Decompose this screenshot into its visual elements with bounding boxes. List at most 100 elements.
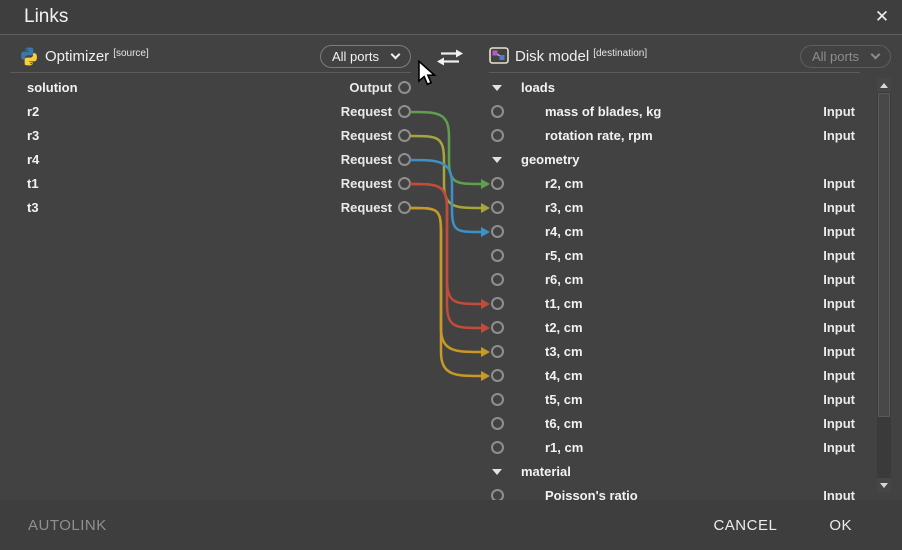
- destination-panel-tag: [destination]: [593, 48, 648, 59]
- destination-item-row: rotation rate, rpm Input: [480, 124, 877, 148]
- destination-item-row: r1, cm Input: [480, 436, 877, 460]
- source-item-label: r2: [27, 104, 40, 119]
- collapse-triangle-icon[interactable]: [492, 85, 502, 91]
- destination-item-row: r4, cm Input: [480, 220, 877, 244]
- collapse-triangle-icon[interactable]: [492, 469, 502, 475]
- destination-port-type: Input: [823, 200, 855, 215]
- source-ports-filter[interactable]: All ports: [320, 45, 411, 68]
- destination-port-circle[interactable]: [491, 249, 504, 262]
- destination-ports-filter[interactable]: All ports: [800, 45, 891, 68]
- destination-port-type: Input: [823, 392, 855, 407]
- destination-item-label: r4, cm: [545, 224, 584, 239]
- source-item-label: r4: [27, 152, 40, 167]
- chevron-down-icon: [390, 49, 401, 60]
- destination-port-circle[interactable]: [491, 129, 504, 142]
- destination-item-row: t3, cm Input: [480, 340, 877, 364]
- autolink-button[interactable]: AUTOLINK: [28, 516, 107, 534]
- destination-item-row: t5, cm Input: [480, 388, 877, 412]
- cancel-button[interactable]: CANCEL: [713, 516, 778, 534]
- scroll-down-button[interactable]: [877, 478, 891, 492]
- destination-port-type: Input: [823, 272, 855, 287]
- destination-group-label: loads: [521, 80, 555, 95]
- destination-item-label: r2, cm: [545, 176, 584, 191]
- destination-item-row: t1, cm Input: [480, 292, 877, 316]
- dialog-title: Links: [24, 6, 69, 27]
- destination-item-row: Poisson's ratio Input: [480, 484, 877, 500]
- destination-port-circle[interactable]: [491, 369, 504, 382]
- destination-port-circle[interactable]: [491, 225, 504, 238]
- scrollbar-thumb[interactable]: [878, 93, 890, 417]
- destination-port-circle[interactable]: [491, 489, 504, 500]
- destination-item-row: t6, cm Input: [480, 412, 877, 436]
- destination-port-circle[interactable]: [491, 393, 504, 406]
- rows-area: solution Output r2 Request r3 Request r4 Reques…: [0, 76, 877, 500]
- destination-port-circle[interactable]: [491, 201, 504, 214]
- destination-port-type: Input: [823, 224, 855, 239]
- swap-direction-icon[interactable]: [436, 49, 464, 66]
- source-item-label: t1: [27, 176, 39, 191]
- destination-item-label: t4, cm: [545, 368, 583, 383]
- source-item-label: r3: [27, 128, 40, 143]
- source-port-type: Request: [340, 128, 392, 143]
- destination-panel-name: Disk model: [515, 48, 590, 65]
- destination-port-circle[interactable]: [491, 441, 504, 454]
- source-items: solution Output r2 Request r3 Request r4 Reques…: [0, 76, 460, 500]
- destination-port-circle[interactable]: [491, 345, 504, 358]
- destination-port-circle[interactable]: [491, 297, 504, 310]
- destination-port-type: Input: [823, 296, 855, 311]
- destination-item-row: r6, cm Input: [480, 268, 877, 292]
- destination-item-label: r1, cm: [545, 440, 584, 455]
- scroll-down-icon: [880, 482, 888, 488]
- destination-item-label: rotation rate, rpm: [545, 128, 653, 143]
- destination-item-row: r3, cm Input: [480, 196, 877, 220]
- destination-scrollbar[interactable]: [877, 78, 891, 492]
- destination-port-type: Input: [823, 176, 855, 191]
- scroll-up-icon: [880, 82, 888, 88]
- source-panel-name: Optimizer: [45, 48, 110, 65]
- source-port-type: Request: [340, 152, 392, 167]
- destination-group-label: geometry: [521, 152, 580, 167]
- destination-port-type: Input: [823, 248, 855, 263]
- destination-group-row: geometry: [480, 148, 877, 172]
- source-port-circle[interactable]: [398, 81, 411, 94]
- destination-port-circle[interactable]: [491, 177, 504, 190]
- source-port-type: Request: [340, 176, 392, 191]
- footer: AUTOLINK CANCEL OK: [0, 500, 902, 550]
- destination-header-divider: [489, 72, 860, 73]
- destination-port-type: Input: [823, 104, 855, 119]
- destination-port-circle[interactable]: [491, 417, 504, 430]
- scroll-up-button[interactable]: [877, 78, 891, 92]
- destination-group-row: loads: [480, 76, 877, 100]
- destination-port-type: Input: [823, 344, 855, 359]
- destination-port-type: Input: [823, 128, 855, 143]
- destination-port-circle[interactable]: [491, 321, 504, 334]
- collapse-triangle-icon[interactable]: [492, 157, 502, 163]
- destination-port-circle[interactable]: [491, 105, 504, 118]
- destination-item-label: r5, cm: [545, 248, 584, 263]
- destination-port-type: Input: [823, 368, 855, 383]
- close-icon[interactable]: ✕: [874, 7, 890, 26]
- ok-button[interactable]: OK: [829, 516, 852, 534]
- titlebar: Links ✕: [0, 0, 902, 35]
- source-ports-filter-value: All ports: [332, 49, 379, 64]
- destination-item-row: t4, cm Input: [480, 364, 877, 388]
- destination-item-label: t3, cm: [545, 344, 583, 359]
- source-item-row: solution Output: [0, 76, 460, 100]
- destination-item-row: t2, cm Input: [480, 316, 877, 340]
- destination-item-label: r6, cm: [545, 272, 584, 287]
- source-port-type: Output: [349, 80, 392, 95]
- destination-item-row: r2, cm Input: [480, 172, 877, 196]
- destination-item-row: r5, cm Input: [480, 244, 877, 268]
- source-port-type: Request: [340, 104, 392, 119]
- source-port-type: Request: [340, 200, 392, 215]
- destination-port-circle[interactable]: [491, 273, 504, 286]
- destination-ports-filter-value: All ports: [812, 49, 859, 64]
- source-header-divider: [10, 72, 411, 73]
- destination-port-type: Input: [823, 440, 855, 455]
- destination-item-label: t6, cm: [545, 416, 583, 431]
- destination-group-row: material: [480, 460, 877, 484]
- destination-port-type: Input: [823, 320, 855, 335]
- disk-model-icon: [489, 47, 509, 64]
- destination-item-row: mass of blades, kg Input: [480, 100, 877, 124]
- chevron-down-icon: [870, 49, 881, 60]
